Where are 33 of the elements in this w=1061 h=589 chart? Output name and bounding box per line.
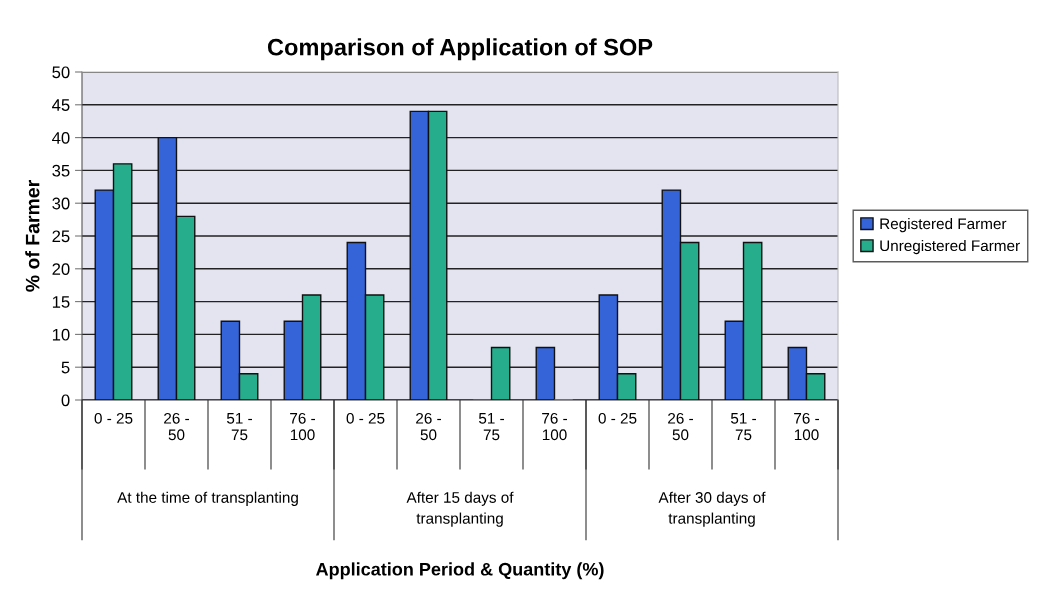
bar — [535, 346, 556, 400]
y-tick-label: 45 — [52, 99, 70, 111]
y-tick-label: 25 — [52, 230, 70, 243]
legend-label: Registered Farmer — [880, 217, 1007, 233]
x-tick-label: 51 - 75 — [478, 413, 504, 441]
y-tick-label: 15 — [52, 296, 70, 308]
y-axis-title: % of Farmer — [25, 180, 40, 292]
y-tick-label: 5 — [61, 361, 70, 374]
y-tick-label: 20 — [52, 263, 70, 275]
text: Application Period & Quantity (%) — [316, 562, 604, 580]
y-tick-label: 35 — [52, 164, 70, 177]
text: After 30 days of transplanting — [658, 491, 766, 527]
x-tick-label: 76 - 100 — [290, 412, 315, 441]
y-tick-label: 0 — [61, 394, 70, 407]
x-tick-label: 0 - 25 — [346, 412, 385, 424]
x-tick-label: 0 - 25 — [598, 412, 637, 424]
x-tick-label: 0 - 25 — [94, 412, 133, 424]
y-tick-label: 30 — [52, 197, 70, 210]
text: After 15 days of transplanting — [406, 491, 514, 527]
bar — [490, 346, 511, 400]
x-tick-label: 76 - 100 — [794, 412, 819, 441]
text: At the time of transplanting — [117, 491, 298, 506]
y-tick-label: 10 — [52, 328, 70, 341]
chart-title: Comparison of Application of SOP — [267, 38, 653, 61]
x-tick-label: 51 - 75 — [226, 413, 252, 441]
legend-label: Unregistered Farmer — [880, 239, 1020, 255]
x-tick-label: 26 - 50 — [416, 412, 441, 441]
y-tick-label: 50 — [52, 66, 70, 79]
y-tick-label: 40 — [52, 132, 70, 144]
x-tick-label: 76 - 100 — [542, 412, 567, 441]
x-tick-label: 51 - 75 — [730, 413, 756, 441]
x-tick-label: 26 - 50 — [164, 412, 189, 441]
x-tick-label: 26 - 50 — [668, 412, 693, 441]
